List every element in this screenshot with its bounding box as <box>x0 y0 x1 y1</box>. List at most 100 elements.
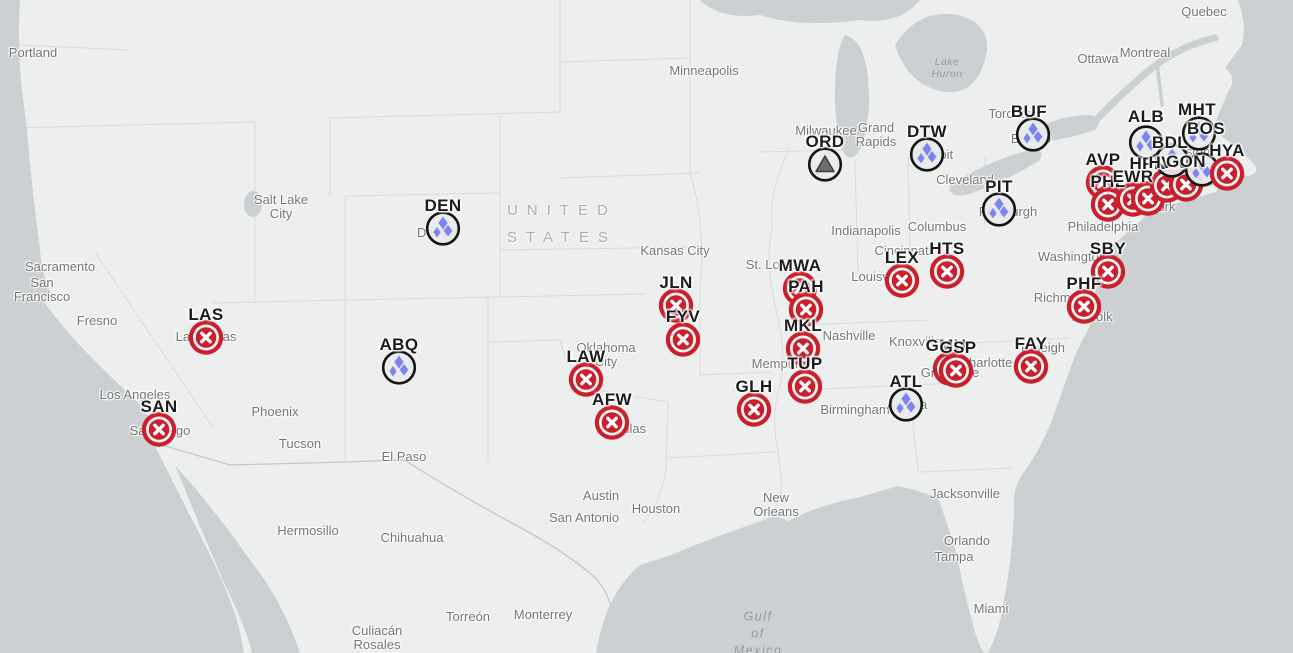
airport-marker-afw[interactable] <box>594 404 631 446</box>
airport-marker-den[interactable] <box>425 210 462 252</box>
city-label: Culiacán Rosales <box>351 623 403 652</box>
city-label: Milwaukee <box>795 123 857 138</box>
city-label: Toronto <box>988 106 1032 121</box>
city-label: Tampa <box>934 549 974 564</box>
city-label: Columbus <box>907 219 967 234</box>
atlantic-ocean <box>988 0 1293 653</box>
x-circle-icon <box>658 288 694 323</box>
x-circle-icon <box>788 292 824 327</box>
airport-marker-sby[interactable] <box>1090 253 1127 295</box>
city-label: Minneapolis <box>669 63 739 78</box>
airport-marker-hts[interactable] <box>929 253 966 295</box>
city-label: Indianapolis <box>831 223 901 238</box>
city-label: Charlotte <box>959 355 1013 370</box>
city-label: Birmingham <box>820 402 890 417</box>
state-borders <box>0 0 1071 523</box>
x-circle-icon <box>1209 156 1245 191</box>
airport-marker-bos[interactable] <box>1184 151 1221 193</box>
city-label: Phoenix <box>251 404 299 419</box>
airport-marker-las[interactable] <box>188 319 225 361</box>
city-label: Austin <box>582 488 620 503</box>
city-label: Knoxville <box>888 334 942 349</box>
airport-marker-gsp[interactable] <box>938 352 975 394</box>
rain-droplets-icon <box>1184 152 1220 187</box>
airport-marker-glh[interactable] <box>736 391 773 433</box>
airport-marker-mht[interactable] <box>1181 115 1218 157</box>
airport-marker-tup[interactable] <box>787 368 824 410</box>
rain-droplets-icon <box>1015 117 1051 152</box>
airport-marker-pit[interactable] <box>981 191 1018 233</box>
x-circle-icon <box>1066 289 1102 324</box>
x-circle-icon <box>594 405 630 440</box>
gulf-of-mexico <box>596 486 984 653</box>
city-label: Cincinnati <box>874 243 932 258</box>
city-label: Sacramento <box>24 259 96 274</box>
x-circle-icon <box>665 322 701 357</box>
city-label: Ottawa <box>1077 51 1119 66</box>
lake-erie <box>949 149 1042 196</box>
city-label: Nashville <box>822 328 876 343</box>
lake-superior <box>700 0 920 24</box>
x-circle-icon <box>1090 187 1126 222</box>
airport-marker-alb[interactable] <box>1128 124 1165 166</box>
x-circle-icon <box>188 320 224 355</box>
x-circle-icon <box>938 353 974 388</box>
city-label: Salt Lake City <box>253 192 309 221</box>
great-salt-lake <box>244 191 262 217</box>
airport-marker-abq[interactable] <box>381 349 418 391</box>
airport-marker-mkl[interactable] <box>785 330 822 372</box>
airport-marker-atl[interactable] <box>888 386 925 428</box>
city-label: Jacksonville <box>929 486 1001 501</box>
rain-droplets-icon <box>1128 125 1164 160</box>
airport-marker-pah[interactable] <box>788 291 825 333</box>
city-label: Torreón <box>445 609 491 624</box>
airport-marker-lex[interactable] <box>884 262 921 304</box>
x-circle-icon <box>1090 254 1126 289</box>
airport-marker-san[interactable] <box>141 411 178 453</box>
lake-champlain <box>1155 60 1164 107</box>
mexico-border <box>161 444 611 605</box>
airport-marker-fyv[interactable] <box>665 321 702 363</box>
city-label: Hermosillo <box>277 523 339 538</box>
city-label: Philadelphia <box>1067 219 1139 234</box>
city-label: St. Louis <box>745 257 797 272</box>
lake-huron <box>895 13 988 93</box>
st-lawrence-river <box>1094 34 1219 122</box>
airport-marker-fay[interactable] <box>1013 348 1050 390</box>
airport-marker-phf[interactable] <box>1066 288 1103 330</box>
city-label: Miami <box>973 601 1009 616</box>
city-label: New Orleans <box>753 490 799 519</box>
airport-marker-ord[interactable] <box>807 146 844 188</box>
airport-marker-hya[interactable] <box>1209 155 1246 197</box>
rain-droplets-icon <box>888 387 924 422</box>
city-label: San Francisco <box>13 275 71 304</box>
country-label: UNITED STATES <box>506 202 618 246</box>
x-circle-icon <box>1013 349 1049 384</box>
city-label: Portland <box>8 45 58 60</box>
city-label: Monterrey <box>513 607 573 622</box>
x-circle-icon <box>884 263 920 298</box>
rain-droplets-icon <box>381 350 417 385</box>
city-label: San Antonio <box>548 510 620 525</box>
water-label: Lake Huron <box>931 56 963 80</box>
city-label: El Paso <box>381 449 427 464</box>
city-label: Kansas City <box>640 243 710 258</box>
x-circle-icon <box>141 412 177 447</box>
x-circle-icon <box>568 362 604 397</box>
city-label: Cleveland <box>936 172 994 187</box>
city-label: Quebec <box>1181 4 1227 19</box>
gulf-of-california <box>175 465 300 653</box>
airport-marker-phl[interactable] <box>1090 186 1127 228</box>
city-label: Grand Rapids <box>855 120 897 149</box>
rain-droplets-icon <box>425 211 461 246</box>
airport-marker-law[interactable] <box>568 361 605 403</box>
city-label: Fresno <box>76 313 118 328</box>
city-label: Chihuahua <box>380 530 444 545</box>
city-label: Oklahoma City <box>576 340 636 369</box>
water-label: Gulf of Mexico <box>733 609 783 653</box>
airport-marker-jln[interactable] <box>658 287 695 329</box>
airport-marker-buf[interactable] <box>1015 116 1052 158</box>
airport-marker-dtw[interactable] <box>909 136 946 178</box>
lake-michigan <box>834 35 869 158</box>
